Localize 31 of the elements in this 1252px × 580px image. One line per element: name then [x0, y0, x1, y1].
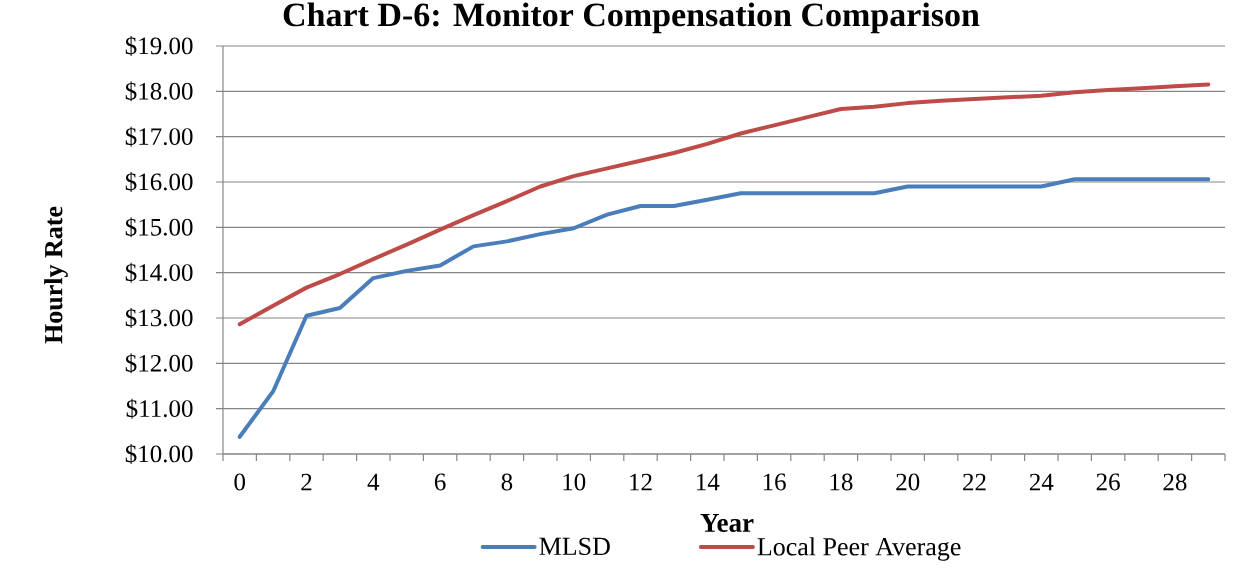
y-tick-label: $18.00 [125, 81, 193, 102]
x-tick-label: 2 [301, 473, 312, 491]
x-tick-label: 8 [501, 473, 513, 491]
y-tick-label: $14.00 [125, 262, 193, 283]
y-tick-label: $12.00 [125, 353, 193, 374]
legend-label: MLSD [539, 537, 610, 556]
chart-title: Chart D-6: Monitor Compensation Comparison [283, 2, 980, 34]
x-tick-label: 28 [1163, 473, 1187, 491]
y-tick-label: $10.00 [125, 443, 193, 465]
x-tick-label: 4 [367, 473, 380, 491]
y-axis-title: Hourly Rate [44, 206, 68, 344]
x-tick-label: 14 [697, 473, 720, 491]
y-tick-label: $17.00 [125, 126, 193, 147]
line-series [237, 82, 1211, 327]
y-tick-label: $16.00 [125, 171, 193, 192]
x-tick-label: 0 [234, 473, 245, 491]
x-tick-label: 20 [896, 473, 920, 491]
legend-label: Local Peer Average [757, 537, 961, 561]
y-tick-label: $15.00 [125, 217, 193, 238]
x-tick-label: 26 [1096, 473, 1120, 491]
y-tick-label: $11.00 [126, 398, 193, 419]
x-tick-label: 6 [434, 473, 446, 491]
y-tick-label: $19.00 [125, 35, 193, 56]
x-tick-label: 10 [563, 473, 586, 491]
x-tick-label: 12 [630, 473, 652, 491]
x-tick-label: 18 [830, 473, 853, 491]
x-axis-title: Year [700, 514, 754, 532]
x-tick-label: 24 [1029, 473, 1054, 491]
y-tick-label: $13.00 [125, 307, 193, 328]
x-tick-label: 16 [763, 473, 786, 491]
x-tick-label: 22 [963, 473, 986, 491]
